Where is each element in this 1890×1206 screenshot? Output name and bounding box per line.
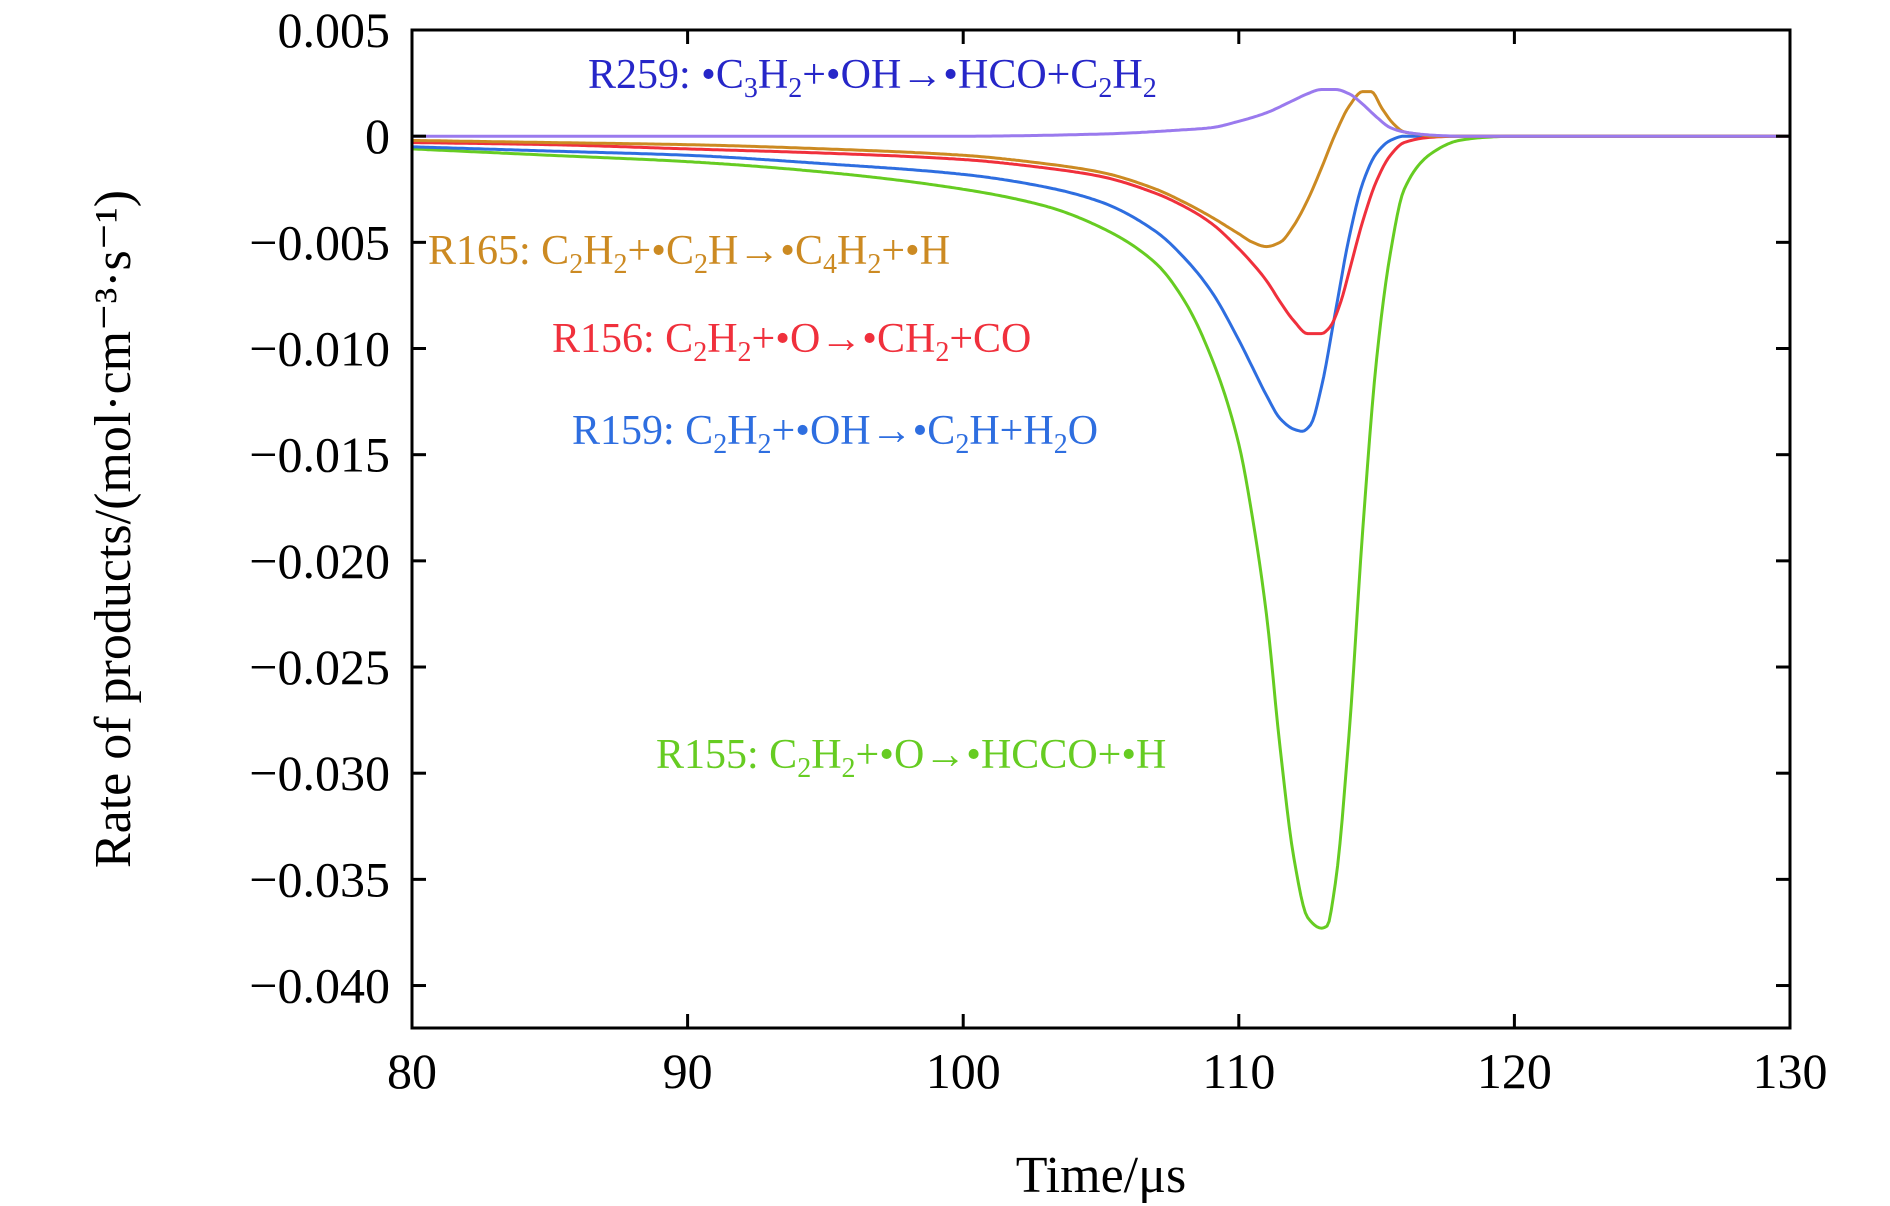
x-tick-label: 80 [387, 1043, 437, 1099]
series-label-r259: R259: •C3H2+•OH→•HCO+C2H2 [588, 52, 1157, 104]
series-label-r155: R155: C2H2+•O→•HCCO+•H [656, 732, 1166, 784]
x-tick-label: 90 [663, 1043, 713, 1099]
series-label-layer: R259: •C3H2+•OH→•HCO+C2H2 R165: C2H2+•C2H… [428, 52, 1166, 784]
y-tick-label: −0.010 [249, 321, 390, 377]
y-tick-label: −0.005 [249, 214, 390, 270]
y-tick-label: 0.005 [278, 2, 391, 58]
y-tick-label: −0.020 [249, 533, 390, 589]
series-line-r159 [410, 134, 1792, 433]
x-tick-label: 130 [1753, 1043, 1828, 1099]
x-tick-label: 100 [926, 1043, 1001, 1099]
y-tick-label: 0 [365, 108, 390, 164]
series-line-r165 [410, 90, 1792, 249]
series-line-r156 [410, 134, 1792, 336]
series-line-r259 [410, 88, 1792, 138]
y-tick-label: −0.015 [249, 427, 390, 483]
x-tick-label: 110 [1202, 1043, 1275, 1099]
y-tick-label: −0.040 [249, 958, 390, 1014]
plot-frame [410, 28, 1792, 1030]
y-tick-label: −0.025 [249, 639, 390, 695]
series-label-r159: R159: C2H2+•OH→•C2H+H2O [572, 408, 1098, 460]
x-axis-title: Time/μs [1016, 1147, 1186, 1204]
series-label-r156: R156: C2H2+•O→•CH2+CO [552, 316, 1031, 368]
y-tick-label: −0.035 [249, 851, 390, 907]
x-tick-label: 120 [1477, 1043, 1552, 1099]
y-axis-title: Rate of products/(mol·cm⁻³·s⁻¹) [85, 190, 142, 868]
tick-layer: 80 90 100 110 120 130 0.005 0 −0.005 −0.010 −0.015… [249, 2, 1827, 1099]
y-tick-label: −0.030 [249, 745, 390, 801]
series-layer [410, 88, 1792, 930]
series-label-r165: R165: C2H2+•C2H→•C4H2+•H [428, 228, 950, 280]
